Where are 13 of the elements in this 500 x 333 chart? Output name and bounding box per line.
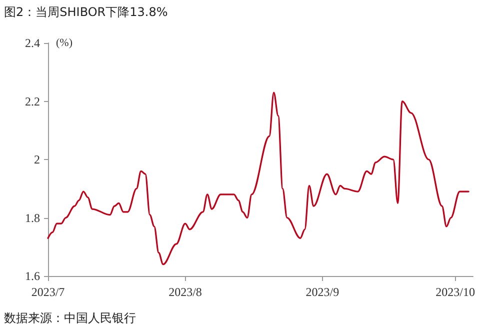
- y-axis-title: (%): [56, 37, 73, 49]
- source-note: 数据来源：中国人民银行: [4, 311, 136, 325]
- x-tick-label: 2023/7: [31, 285, 65, 299]
- y-tick-label: 2.2: [25, 94, 40, 108]
- y-tick-label: 1.8: [25, 210, 40, 225]
- x-tick-label: 2023/9: [306, 285, 340, 299]
- line-series: [47, 92, 470, 266]
- chart-title: 图2：当周SHIBOR下降13.8%: [4, 5, 168, 19]
- y-tick-label: 2.4: [25, 36, 40, 50]
- x-tick-label: 2023/10: [436, 285, 475, 299]
- y-tick-label: 2: [34, 152, 40, 166]
- x-tick-label: 2023/8: [168, 285, 202, 299]
- y-tick-label: 1.6: [25, 269, 40, 283]
